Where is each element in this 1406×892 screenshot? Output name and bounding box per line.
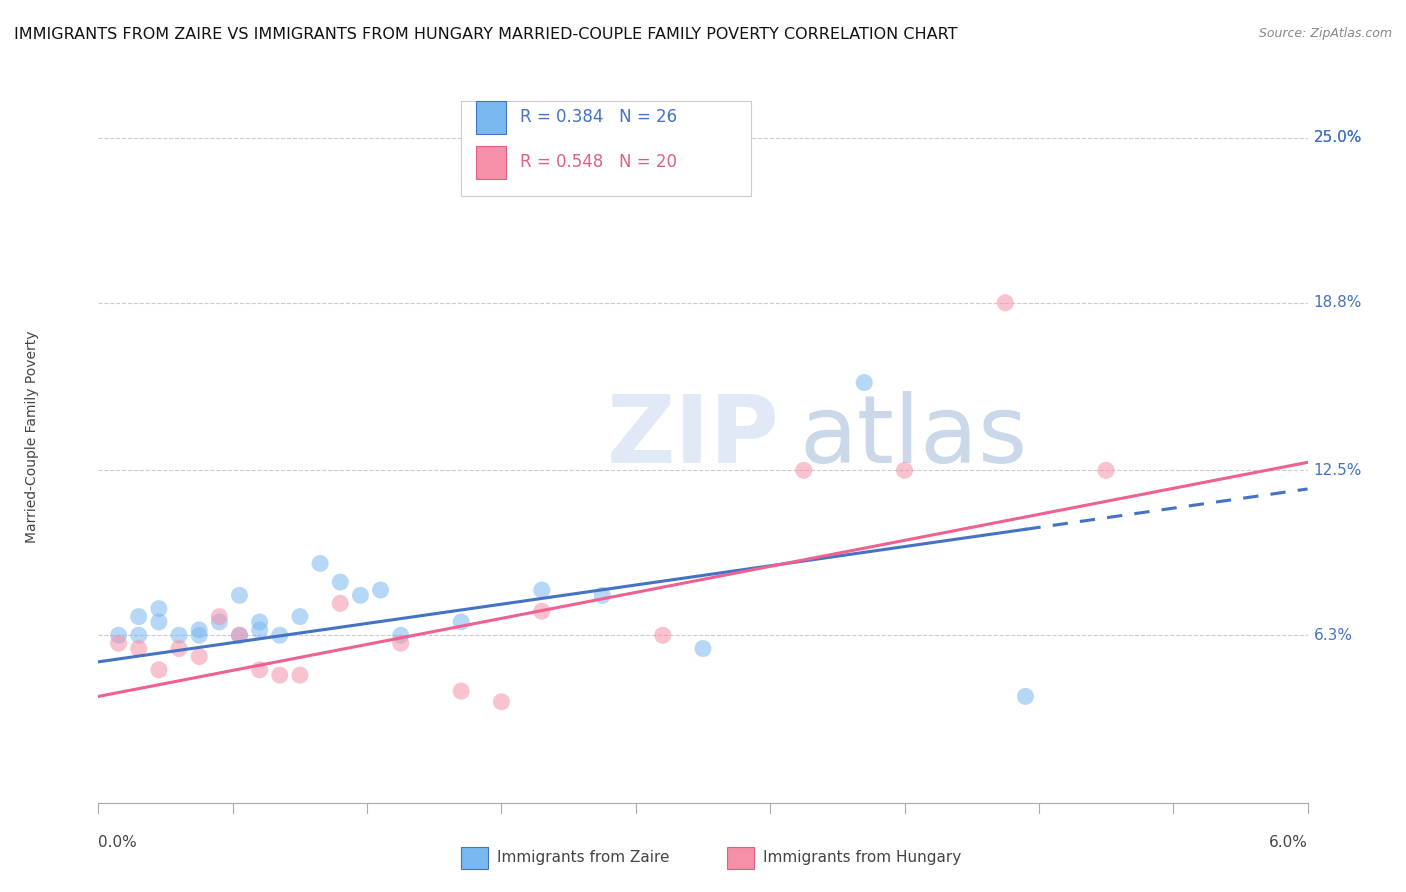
Point bbox=[853, 376, 876, 390]
Point bbox=[309, 557, 332, 571]
Point bbox=[530, 604, 553, 618]
Bar bbox=[475, 145, 506, 178]
Point bbox=[188, 623, 211, 637]
Point bbox=[491, 695, 513, 709]
Point bbox=[228, 628, 250, 642]
Point bbox=[167, 641, 190, 656]
Point bbox=[249, 663, 271, 677]
Point bbox=[329, 596, 352, 610]
Point bbox=[228, 588, 250, 602]
Text: 25.0%: 25.0% bbox=[1313, 130, 1362, 145]
Point bbox=[188, 649, 211, 664]
Point bbox=[591, 588, 613, 602]
Point bbox=[107, 636, 129, 650]
Point bbox=[107, 628, 129, 642]
Text: ZIP: ZIP bbox=[606, 391, 779, 483]
Point bbox=[188, 628, 211, 642]
Point bbox=[1014, 690, 1036, 704]
Text: 25.0%: 25.0% bbox=[1313, 130, 1362, 145]
Point bbox=[389, 636, 412, 650]
Text: 6.3%: 6.3% bbox=[1313, 628, 1353, 643]
Point bbox=[249, 623, 271, 637]
Point bbox=[450, 684, 472, 698]
Point bbox=[208, 609, 231, 624]
Point bbox=[692, 641, 714, 656]
Text: R = 0.548   N = 20: R = 0.548 N = 20 bbox=[520, 153, 678, 171]
Point bbox=[249, 615, 271, 629]
Bar bbox=[727, 847, 754, 869]
Text: 12.5%: 12.5% bbox=[1313, 463, 1362, 478]
Point bbox=[148, 601, 170, 615]
Text: Immigrants from Zaire: Immigrants from Zaire bbox=[498, 850, 669, 865]
Point bbox=[450, 615, 472, 629]
Point bbox=[269, 668, 291, 682]
FancyBboxPatch shape bbox=[461, 101, 751, 195]
Text: atlas: atlas bbox=[800, 391, 1028, 483]
Point bbox=[288, 609, 311, 624]
Point bbox=[167, 628, 190, 642]
Point bbox=[349, 588, 371, 602]
Text: R = 0.384   N = 26: R = 0.384 N = 26 bbox=[520, 109, 678, 127]
Point bbox=[128, 641, 150, 656]
Point bbox=[128, 609, 150, 624]
Point bbox=[228, 628, 250, 642]
Point bbox=[329, 575, 352, 590]
Point bbox=[208, 615, 231, 629]
Point bbox=[793, 463, 815, 477]
Bar bbox=[461, 847, 488, 869]
Text: 0.0%: 0.0% bbox=[98, 835, 138, 850]
Text: IMMIGRANTS FROM ZAIRE VS IMMIGRANTS FROM HUNGARY MARRIED-COUPLE FAMILY POVERTY C: IMMIGRANTS FROM ZAIRE VS IMMIGRANTS FROM… bbox=[14, 27, 957, 42]
Text: Married-Couple Family Poverty: Married-Couple Family Poverty bbox=[25, 331, 39, 543]
Point bbox=[128, 628, 150, 642]
Point bbox=[288, 668, 311, 682]
Point bbox=[269, 628, 291, 642]
Point bbox=[530, 582, 553, 597]
Text: 6.0%: 6.0% bbox=[1268, 835, 1308, 850]
Point bbox=[148, 663, 170, 677]
Point bbox=[1095, 463, 1118, 477]
Point bbox=[994, 295, 1017, 310]
Point bbox=[148, 615, 170, 629]
Text: Source: ZipAtlas.com: Source: ZipAtlas.com bbox=[1258, 27, 1392, 40]
Point bbox=[389, 628, 412, 642]
Point bbox=[370, 582, 392, 597]
Point bbox=[651, 628, 673, 642]
Bar bbox=[475, 101, 506, 134]
Point bbox=[893, 463, 915, 477]
Text: Immigrants from Hungary: Immigrants from Hungary bbox=[763, 850, 962, 865]
Text: 18.8%: 18.8% bbox=[1313, 295, 1362, 310]
